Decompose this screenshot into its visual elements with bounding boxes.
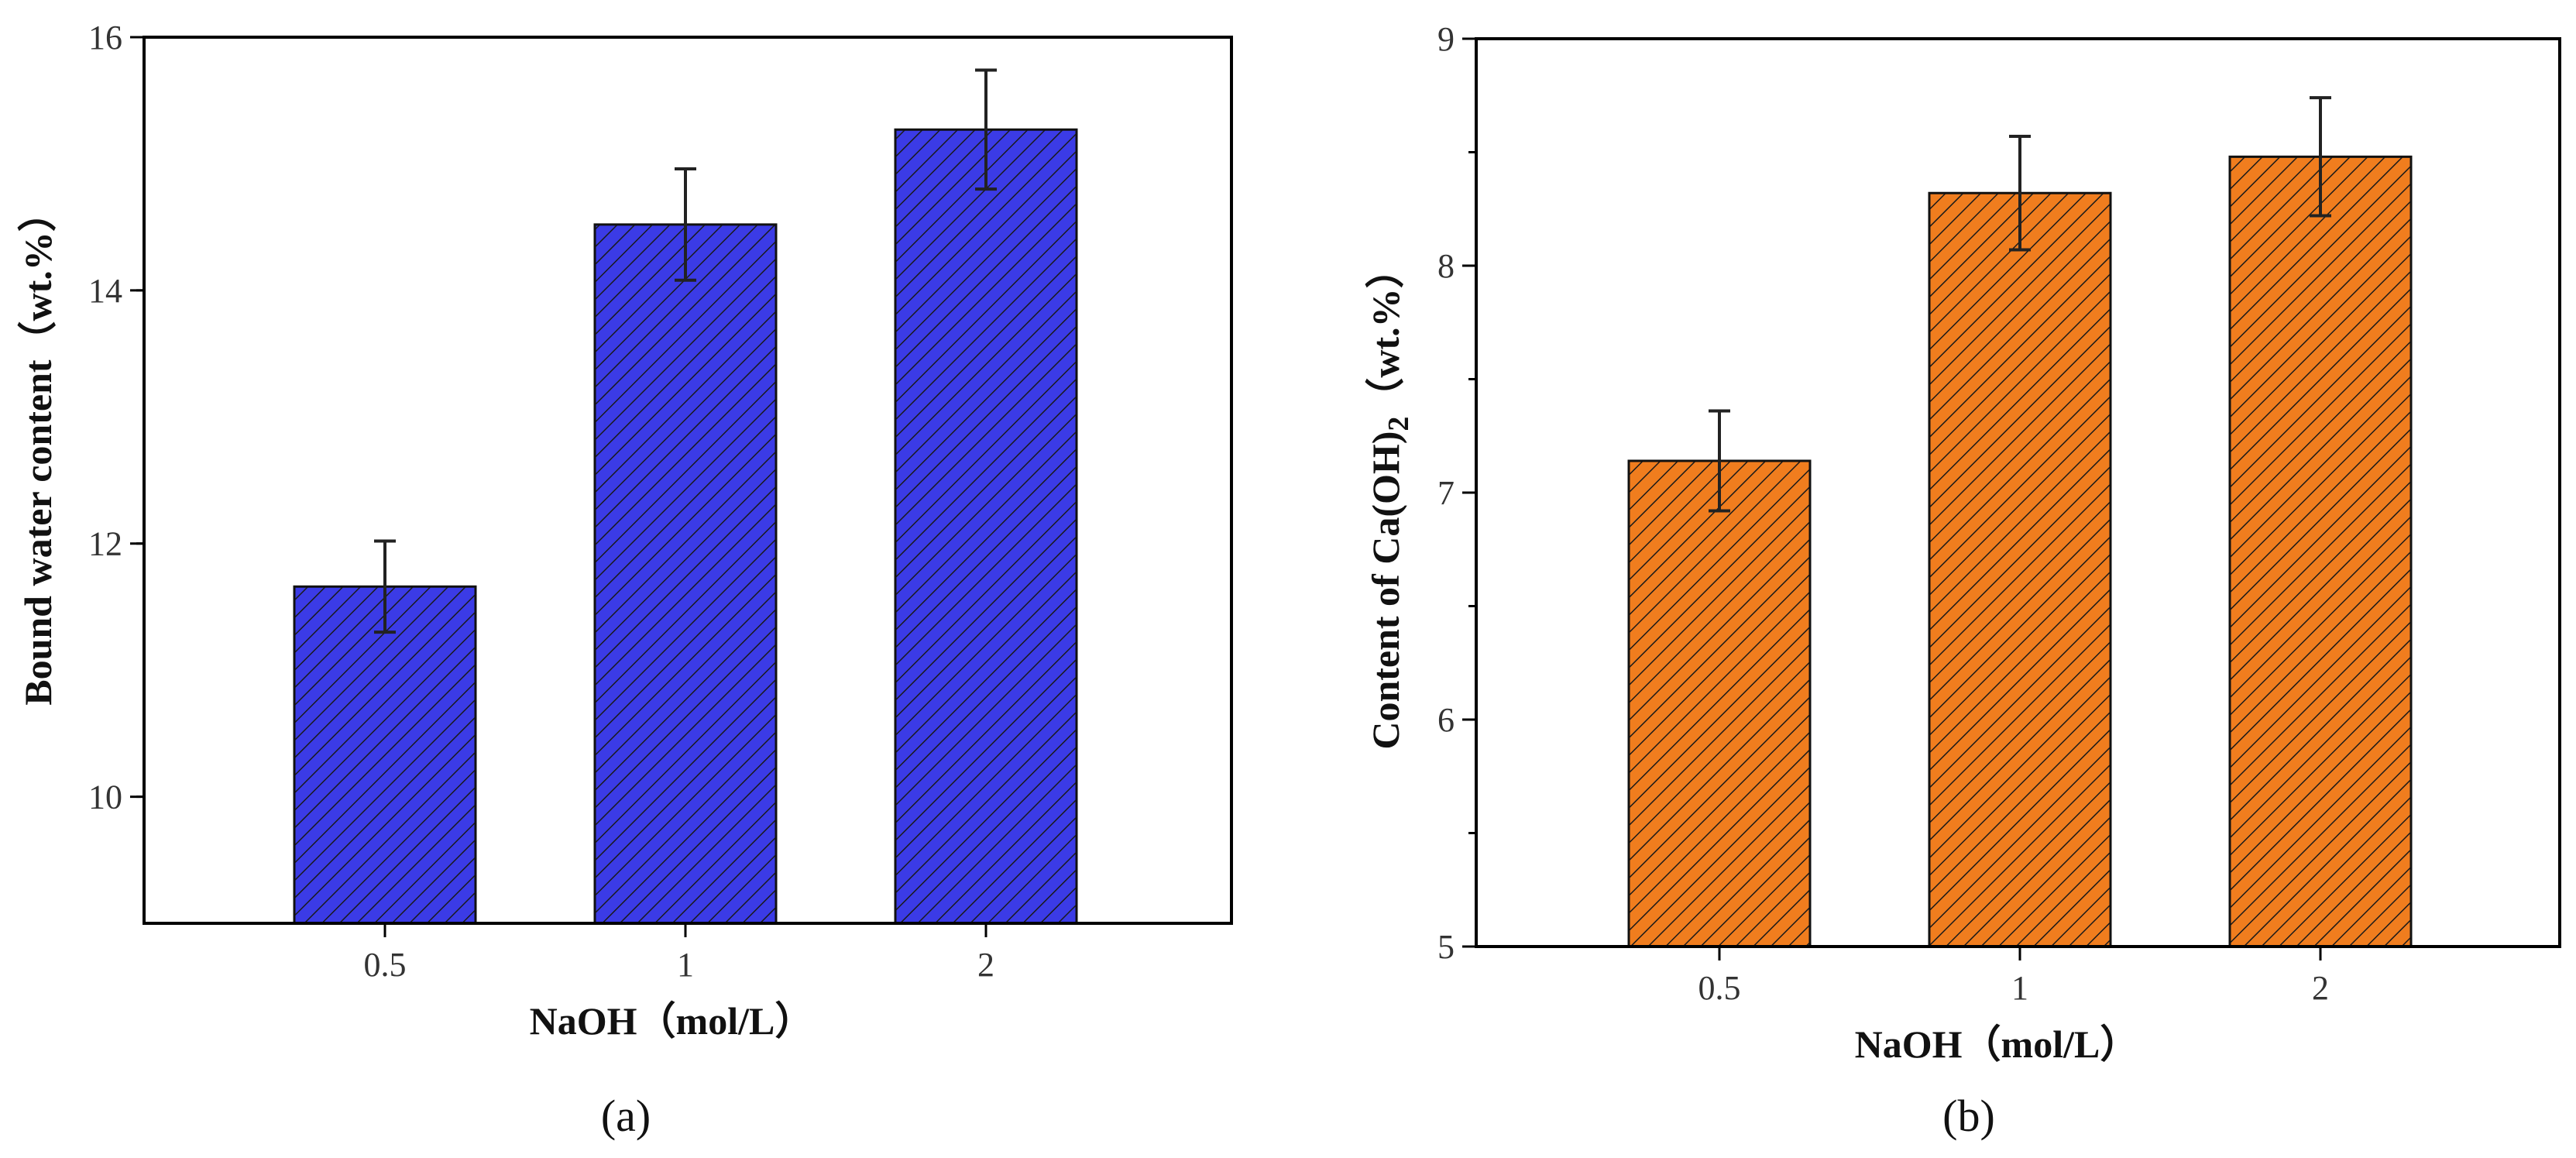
x-tick-label: 1 bbox=[677, 946, 694, 984]
bar-hatch bbox=[1627, 459, 1812, 948]
y-axis-title: Bound water content（wt.%） bbox=[16, 193, 60, 706]
y-tick-label: 10 bbox=[88, 778, 122, 816]
y-tick-label: 16 bbox=[88, 19, 122, 57]
y-axis-title-main: Content of Ca(OH) bbox=[1364, 431, 1407, 750]
x-tick-label: 1 bbox=[2011, 969, 2028, 1007]
plot-frame bbox=[143, 36, 1233, 925]
y-tick-label: 5 bbox=[1437, 928, 1455, 966]
x-axis-title: NaOH（mol/L） bbox=[530, 999, 814, 1043]
x-tick-label: 2 bbox=[2312, 969, 2329, 1007]
y-axis-title-subscript: 2 bbox=[1382, 417, 1415, 431]
panel-label-b: (b) bbox=[1942, 1091, 1995, 1141]
bar-group bbox=[293, 128, 1078, 925]
bar-hatch bbox=[894, 128, 1078, 925]
x-axis-ticks: 0.5 1 2 bbox=[364, 923, 994, 984]
y-axis-title-unit: （wt.%） bbox=[1364, 249, 1407, 416]
bar-group bbox=[1627, 155, 2413, 948]
x-axis-ticks: 0.5 1 2 bbox=[1698, 947, 2329, 1007]
y-tick-label: 14 bbox=[88, 272, 122, 310]
x-tick-label: 0.5 bbox=[364, 946, 407, 984]
panel-label-a: (a) bbox=[601, 1091, 651, 1141]
bar-hatch bbox=[593, 223, 778, 925]
bar-hatch bbox=[293, 585, 477, 925]
bar-hatch bbox=[1928, 191, 2112, 948]
y-axis-ticks: 10 12 14 16 bbox=[88, 19, 144, 816]
chart-panel-b: 5 6 7 8 9 0.5 1 2 NaOH（mol/L） Content of Ca(OH… bbox=[1364, 20, 2561, 1141]
x-tick-label: 2 bbox=[977, 946, 994, 984]
y-tick-label: 6 bbox=[1437, 701, 1455, 739]
bar-hatch bbox=[2228, 155, 2413, 948]
y-tick-label: 12 bbox=[88, 525, 122, 563]
x-tick-label: 0.5 bbox=[1698, 969, 1741, 1007]
y-axis-ticks: 5 6 7 8 9 bbox=[1437, 20, 1476, 966]
error-bar-group bbox=[374, 68, 997, 634]
y-tick-label: 8 bbox=[1437, 247, 1455, 285]
y-tick-label: 9 bbox=[1437, 20, 1455, 58]
y-axis-title: Content of Ca(OH)2（wt.%） bbox=[1364, 249, 1415, 749]
x-axis-title: NaOH（mol/L） bbox=[1855, 1022, 2139, 1066]
y-tick-label: 7 bbox=[1437, 474, 1455, 512]
error-bar-group bbox=[1709, 96, 2331, 513]
